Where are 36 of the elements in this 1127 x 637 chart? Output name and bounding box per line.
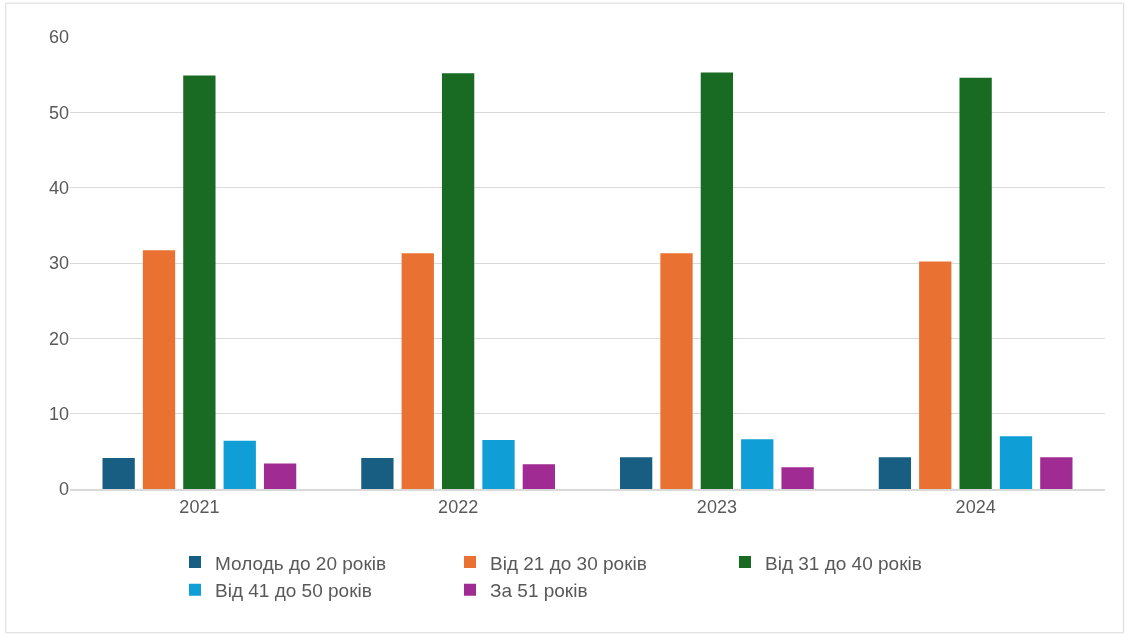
legend-label: Молодь до 20 років: [215, 552, 387, 574]
y-tick-label: 60: [48, 27, 69, 48]
bar: [441, 73, 475, 489]
bar: [620, 457, 653, 489]
y-tick-label: 0: [58, 479, 69, 500]
x-tick-label: 2021: [179, 496, 220, 517]
y-tick-label: 40: [48, 177, 69, 198]
bar: [401, 253, 434, 489]
legend-label: Від 21 до 30 років: [490, 552, 647, 574]
bar: [919, 261, 952, 489]
legend-label: Від 31 до 40 років: [765, 552, 922, 574]
bar: [700, 72, 734, 489]
bar: [361, 458, 394, 489]
bar: [741, 439, 774, 489]
bar: [999, 436, 1033, 489]
bar: [878, 457, 912, 489]
x-tick-label: 2022: [438, 496, 479, 517]
y-tick-label: 10: [48, 403, 69, 424]
x-tick-label: 2023: [696, 496, 737, 517]
y-tick-label: 50: [48, 102, 69, 123]
bar: [959, 77, 992, 489]
bar: [223, 440, 256, 489]
bar: [1040, 457, 1073, 489]
bar: [660, 253, 693, 489]
bar: [781, 467, 814, 489]
legend-label: Від 41 до 50 років: [215, 580, 372, 602]
bar: [482, 440, 515, 489]
y-tick-label: 30: [48, 253, 69, 274]
x-tick-label: 2024: [955, 496, 996, 517]
bar: [522, 464, 555, 489]
bar: [102, 458, 135, 489]
y-tick-label: 20: [48, 328, 69, 349]
bar: [183, 75, 216, 489]
bar: [263, 463, 297, 489]
bar: [142, 250, 176, 489]
legend-label: За 51 років: [490, 580, 588, 602]
